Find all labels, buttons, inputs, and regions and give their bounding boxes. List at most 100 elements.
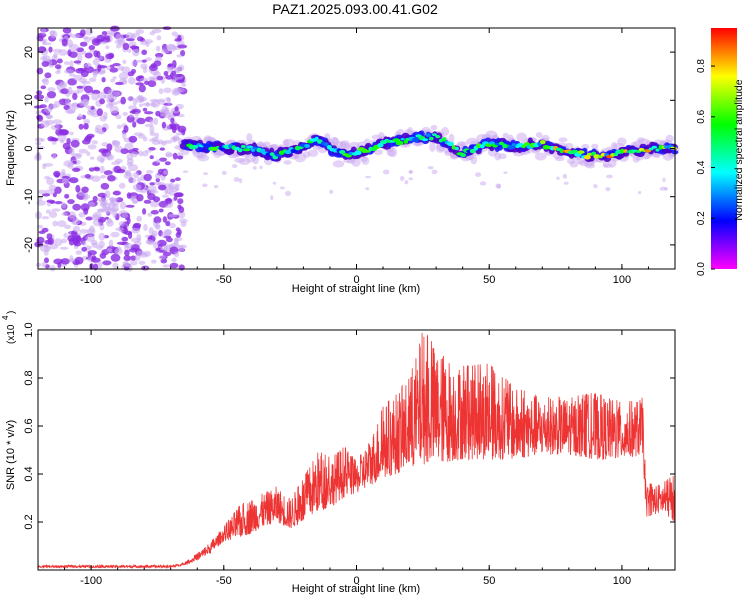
noise-blob xyxy=(100,182,110,190)
noise-blob xyxy=(104,190,111,199)
noise-blob xyxy=(41,216,50,220)
side-blob xyxy=(329,189,334,194)
noise-blob xyxy=(124,261,129,268)
noise-blob xyxy=(105,53,114,60)
noise-blob xyxy=(149,102,157,107)
side-blob xyxy=(475,172,482,178)
noise-blob xyxy=(131,151,138,158)
noise-blob xyxy=(125,38,135,42)
noise-blob xyxy=(41,193,51,197)
noise-blob xyxy=(165,75,174,80)
signal-halo xyxy=(332,136,339,146)
noise-blob xyxy=(170,178,176,183)
noise-blob xyxy=(150,210,159,215)
noise-blob xyxy=(135,29,144,34)
noise-blob xyxy=(58,129,68,136)
y-tick-label: 0.6 xyxy=(23,418,35,433)
signal-core xyxy=(304,144,311,148)
noise-blob xyxy=(102,260,112,266)
noise-blob xyxy=(40,85,47,90)
noise-blob xyxy=(177,125,187,133)
noise-blob xyxy=(148,147,156,151)
signal-halo xyxy=(555,156,565,162)
noise-blob xyxy=(97,64,102,72)
spectrogram-data xyxy=(33,25,680,272)
noise-blob xyxy=(62,27,72,34)
noise-blob xyxy=(83,85,93,94)
noise-blob xyxy=(123,172,133,179)
noise-blob xyxy=(143,173,152,182)
noise-blob xyxy=(177,204,182,210)
spectrogram-xlabel: Height of straight line (km) xyxy=(292,283,420,295)
noise-blob xyxy=(168,123,177,129)
noise-blob xyxy=(132,32,141,37)
snr-scale-exponent: 4 xyxy=(1,315,10,320)
noise-blob xyxy=(44,106,52,114)
noise-blob xyxy=(34,94,45,100)
noise-blob xyxy=(72,153,83,157)
noise-blob xyxy=(59,246,69,250)
noise-blob xyxy=(79,41,88,47)
noise-blob xyxy=(145,239,153,245)
noise-blob xyxy=(100,175,107,179)
noise-blob xyxy=(151,140,161,145)
noise-blob xyxy=(54,64,62,70)
signal-halo xyxy=(541,134,550,142)
noise-blob xyxy=(108,239,114,248)
noise-blob xyxy=(49,103,58,109)
y-tick-label: 0 xyxy=(23,145,35,151)
noise-blob xyxy=(97,261,103,269)
y-tick-label: 1.0 xyxy=(23,322,35,337)
noise-blob xyxy=(115,81,124,86)
noise-blob xyxy=(172,135,180,141)
noise-blob xyxy=(100,202,108,206)
noise-blob xyxy=(162,112,172,118)
noise-blob xyxy=(163,87,172,94)
noise-blob xyxy=(158,208,164,213)
noise-blob xyxy=(124,249,130,257)
noise-blob xyxy=(145,41,150,48)
x-tick-label: 50 xyxy=(483,575,495,587)
x-tick-label: 0 xyxy=(353,575,359,587)
figure-title: PAZ1.2025.093.00.41.G02 xyxy=(272,1,438,17)
noise-blob xyxy=(126,192,132,199)
noise-blob xyxy=(147,185,157,192)
colorbar-tick-label: 0.6 xyxy=(696,109,707,123)
snr-line xyxy=(37,332,676,570)
noise-blob xyxy=(120,148,129,155)
side-blob xyxy=(285,190,291,197)
noise-blob xyxy=(125,204,135,208)
noise-blob xyxy=(106,248,113,253)
signal-halo xyxy=(535,132,543,138)
y-tick-label: 0.2 xyxy=(23,514,35,529)
noise-blob xyxy=(110,253,121,262)
side-blob xyxy=(221,170,227,176)
noise-blob xyxy=(81,80,91,85)
noise-blob xyxy=(84,174,91,179)
noise-blob xyxy=(144,111,154,115)
noise-blob xyxy=(149,182,156,186)
signal-core xyxy=(400,137,405,141)
side-blob xyxy=(638,191,642,195)
noise-blob xyxy=(141,59,147,63)
noise-blob xyxy=(132,200,138,205)
noise-blob xyxy=(142,102,151,106)
noise-blob xyxy=(41,60,49,67)
noise-blob xyxy=(45,189,55,195)
noise-blob xyxy=(56,84,62,91)
signal-core xyxy=(314,136,319,141)
signal-halo xyxy=(351,157,361,167)
noise-blob xyxy=(91,175,101,182)
noise-blob xyxy=(158,184,167,191)
noise-blob xyxy=(80,70,89,78)
noise-blob xyxy=(167,44,177,52)
x-tick-label: -100 xyxy=(80,274,102,286)
noise-blob xyxy=(89,107,98,115)
noise-blob xyxy=(70,90,80,95)
noise-blob xyxy=(91,93,100,101)
noise-blob xyxy=(146,170,154,174)
noise-blob xyxy=(92,70,99,76)
side-blob xyxy=(556,176,560,180)
signal-core xyxy=(364,150,371,153)
noise-blob xyxy=(174,87,185,93)
